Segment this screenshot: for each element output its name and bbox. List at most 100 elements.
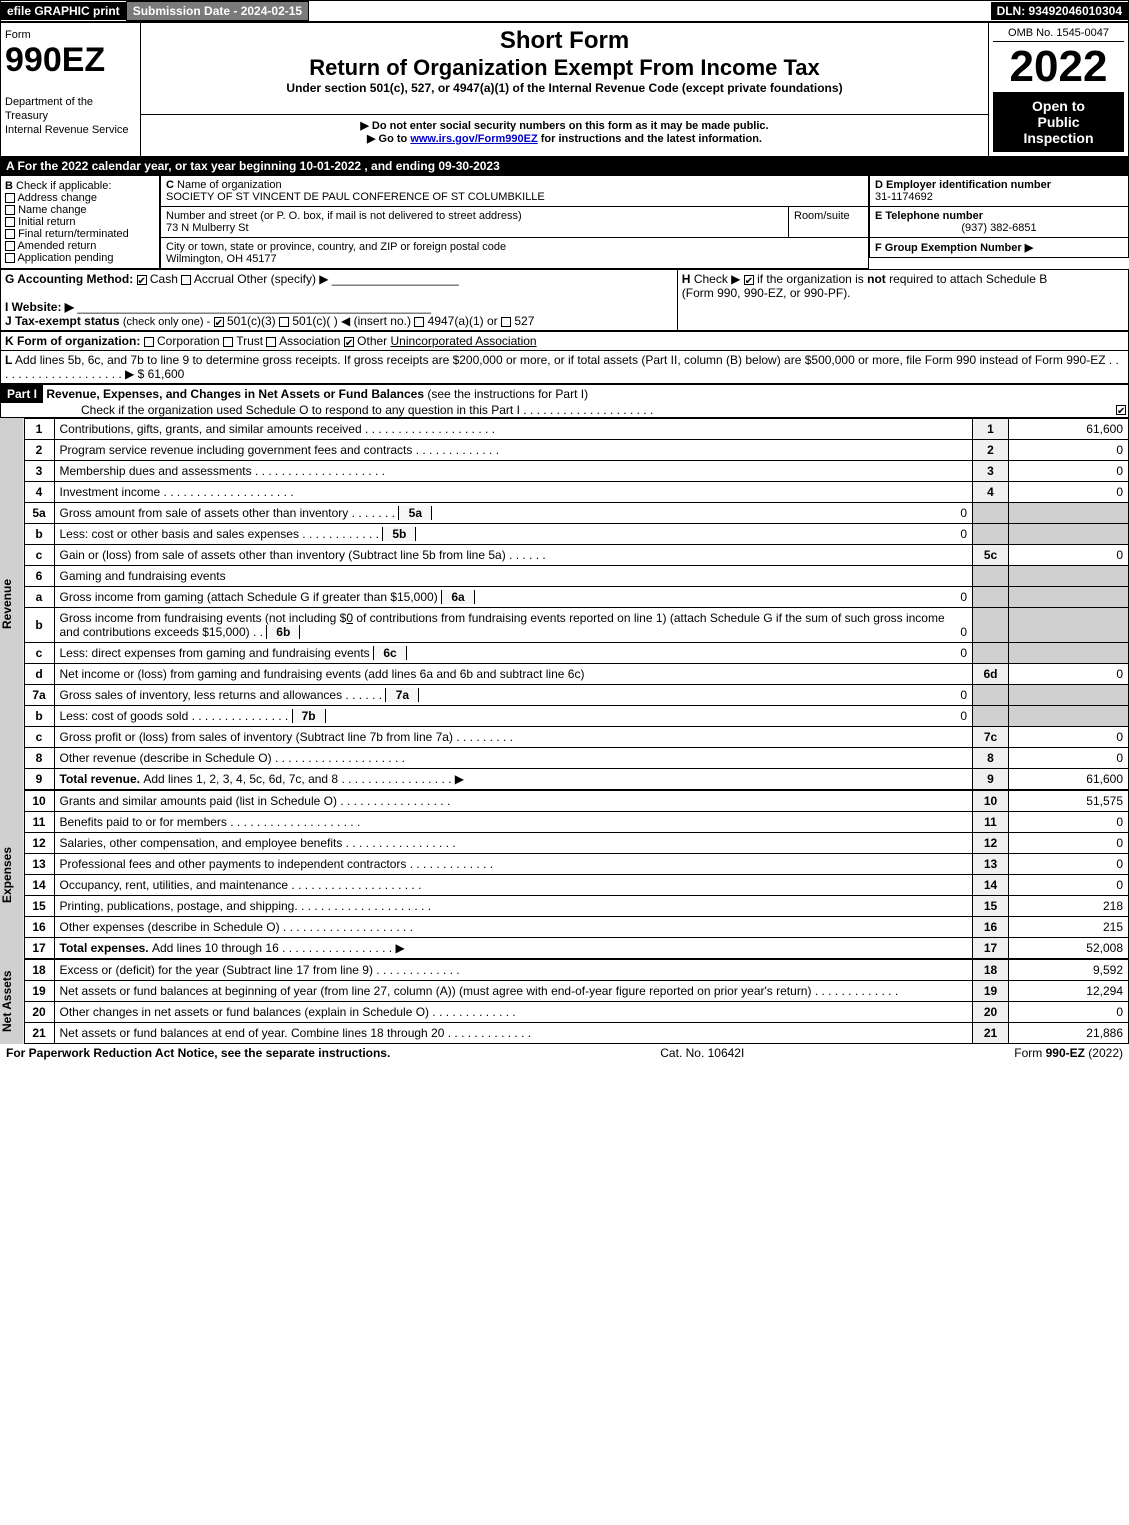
501c3: 501(c)(3) xyxy=(227,314,276,328)
line13-desc: Professional fees and other payments to … xyxy=(60,857,407,871)
line11-desc: Benefits paid to or for members xyxy=(60,815,227,829)
d18: . . . . . . . . . . . . . xyxy=(373,963,460,977)
line17-num: 17 xyxy=(24,938,54,959)
line11-amt: 0 xyxy=(1009,812,1129,833)
cash-option: Cash xyxy=(150,272,178,286)
goto-instructions: ▶ Go to www.irs.gov/Form990EZ for instru… xyxy=(145,132,984,145)
d19: . . . . . . . . . . . . . xyxy=(811,984,898,998)
shade5aa xyxy=(1009,503,1129,524)
checkbox-address-change[interactable] xyxy=(5,193,15,203)
insert-no: ◀ (insert no.) xyxy=(341,314,411,328)
line14-num: 14 xyxy=(24,875,54,896)
dots-p1: . . . . . . . . . . . . . . . . . . . . xyxy=(523,403,653,417)
checkbox-corp[interactable] xyxy=(144,337,154,347)
street-label: Number and street (or P. O. box, if mail… xyxy=(166,210,522,222)
instructions-cell: ▶ Do not enter social security numbers o… xyxy=(141,115,989,157)
checkbox-501c[interactable] xyxy=(279,317,289,327)
d21: . . . . . . . . . . . . . xyxy=(444,1026,531,1040)
line17-ref: 17 xyxy=(973,938,1009,959)
expenses-section: Expenses 10Grants and similar amounts pa… xyxy=(0,790,1129,959)
h-text2: if the organization is xyxy=(757,272,867,286)
line20-desc: Other changes in net assets or fund bala… xyxy=(60,1005,430,1019)
d8: . . . . . . . . . . . . . . . . . . . . xyxy=(272,751,405,765)
other-org-value: Unincorporated Association xyxy=(391,334,537,348)
line6d-ref: 6d xyxy=(973,664,1009,685)
form-number-cell: Form 990EZ Department of the Treasury In… xyxy=(1,23,141,157)
netassets-label: Net Assets xyxy=(0,959,24,1044)
line3-num: 3 xyxy=(24,461,54,482)
line4-num: 4 xyxy=(24,482,54,503)
section-b-block: B Check if applicable: Address change Na… xyxy=(0,175,1129,269)
check-if-applicable: Check if applicable: xyxy=(16,180,111,192)
line5a-subamt: 0 xyxy=(960,506,967,520)
line15-num: 15 xyxy=(24,896,54,917)
group-exemption-label: F Group Exemption Number ▶ xyxy=(875,242,1033,254)
efile-print-button[interactable]: efile GRAPHIC print xyxy=(1,2,126,20)
line7c-amt: 0 xyxy=(1009,727,1129,748)
d13: . . . . . . . . . . . . . xyxy=(406,857,493,871)
line18-desc: Excess or (deficit) for the year (Subtra… xyxy=(60,963,373,977)
line4-desc: Investment income xyxy=(60,485,161,499)
checkbox-schedule-b[interactable] xyxy=(744,275,754,285)
checkbox-name-change[interactable] xyxy=(5,205,15,215)
checkbox-4947[interactable] xyxy=(414,317,424,327)
line13-num: 13 xyxy=(24,854,54,875)
other-specify: Other (specify) ▶ xyxy=(237,272,328,286)
phone-label: E Telephone number xyxy=(875,210,983,222)
checkbox-amended[interactable] xyxy=(5,241,15,251)
line12-amt: 0 xyxy=(1009,833,1129,854)
line20-ref: 20 xyxy=(973,1002,1009,1023)
org-name: SOCIETY OF ST VINCENT DE PAUL CONFERENCE… xyxy=(166,191,545,203)
l-text: Add lines 5b, 6c, and 7b to line 9 to de… xyxy=(15,353,1106,367)
name-change: Name change xyxy=(18,204,87,216)
501c: 501(c)( ) xyxy=(292,314,337,328)
open-line3: Inspection xyxy=(1023,130,1093,146)
line12-ref: 12 xyxy=(973,833,1009,854)
line16-amt: 215 xyxy=(1009,917,1129,938)
checkbox-initial-return[interactable] xyxy=(5,217,15,227)
form-instructions-link[interactable]: www.irs.gov/Form990EZ xyxy=(410,133,537,145)
checkbox-501c3[interactable] xyxy=(214,317,224,327)
street-address: 73 N Mulberry St xyxy=(166,222,249,234)
city-label: City or town, state or province, country… xyxy=(166,241,506,253)
line6d-amt: 0 xyxy=(1009,664,1129,685)
line9-ref: 9 xyxy=(973,769,1009,790)
checkbox-final-return[interactable] xyxy=(5,229,15,239)
l-label: L xyxy=(5,353,12,367)
checkbox-assoc[interactable] xyxy=(266,337,276,347)
checkbox-accrual[interactable] xyxy=(181,275,191,285)
line6c-subamt: 0 xyxy=(960,646,967,660)
line7a-desc: Gross sales of inventory, less returns a… xyxy=(60,688,343,702)
c-label: C xyxy=(166,179,174,191)
line7b-desc: Less: cost of goods sold xyxy=(60,709,189,723)
checkbox-app-pending[interactable] xyxy=(5,253,15,263)
checkbox-other-org[interactable] xyxy=(344,337,354,347)
line5c-ref: 5c xyxy=(973,545,1009,566)
top-bar: efile GRAPHIC print Submission Date - 20… xyxy=(0,0,1129,22)
d1: . . . . . . . . . . . . . . . . . . . . xyxy=(362,422,495,436)
checkbox-527[interactable] xyxy=(501,317,511,327)
line18-amt: 9,592 xyxy=(1009,960,1129,981)
line3-ref: 3 xyxy=(973,461,1009,482)
line6a-desc: Gross income from gaming (attach Schedul… xyxy=(60,590,438,604)
d14: . . . . . . . . . . . . . . . . . . . . xyxy=(288,878,421,892)
d16: . . . . . . . . . . . . . . . . . . . . xyxy=(280,920,413,934)
line6a-sub: 6a xyxy=(441,590,475,604)
line1-amt: 61,600 xyxy=(1009,419,1129,440)
line17-desc: Total expenses. xyxy=(60,941,152,955)
line14-ref: 14 xyxy=(973,875,1009,896)
part1-header-row: Part I Revenue, Expenses, and Changes in… xyxy=(0,384,1129,418)
under-section: Under section 501(c), 527, or 4947(a)(1)… xyxy=(145,81,984,95)
checkbox-schedule-o[interactable] xyxy=(1116,405,1126,415)
checkbox-trust[interactable] xyxy=(223,337,233,347)
fr-c: (2022) xyxy=(1085,1046,1123,1060)
line11-ref: 11 xyxy=(973,812,1009,833)
line5b-num: b xyxy=(24,524,54,545)
checkbox-cash[interactable] xyxy=(137,275,147,285)
revenue-label: Revenue xyxy=(0,418,24,790)
line7b-num: b xyxy=(24,706,54,727)
line19-ref: 19 xyxy=(973,981,1009,1002)
line2-desc: Program service revenue including govern… xyxy=(60,443,413,457)
line15-desc: Printing, publications, postage, and shi… xyxy=(60,899,298,913)
paperwork-notice: For Paperwork Reduction Act Notice, see … xyxy=(6,1046,390,1060)
